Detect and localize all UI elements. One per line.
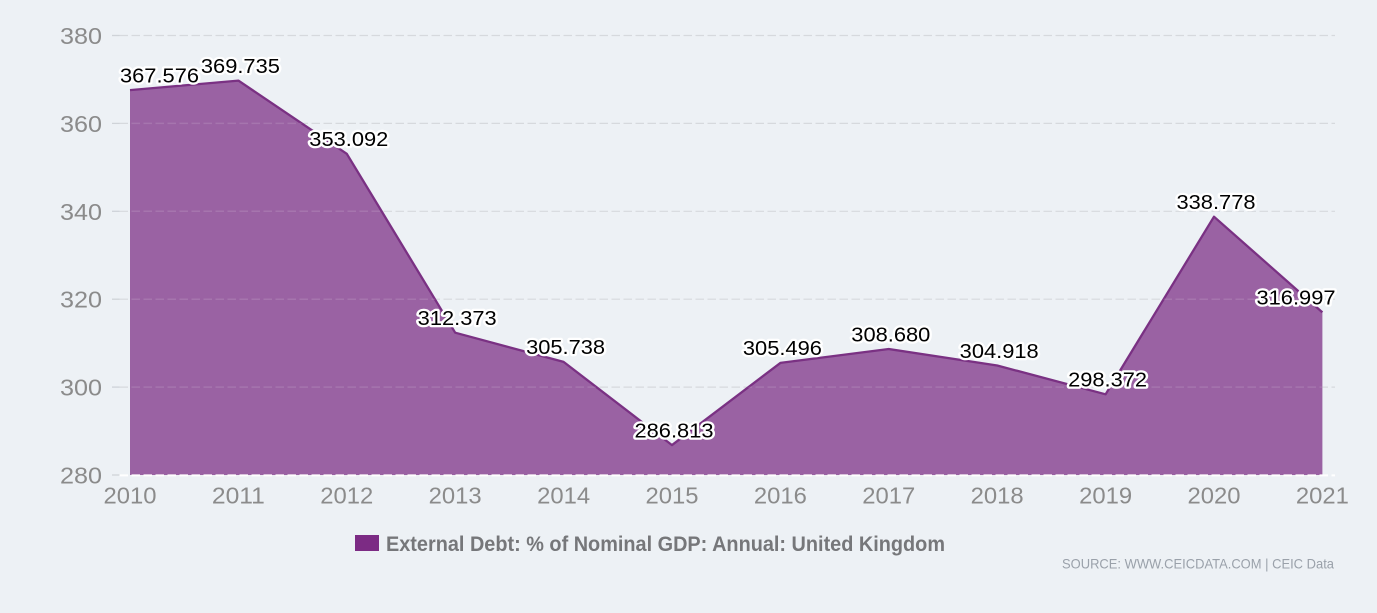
svg-text:340: 340 <box>60 199 102 225</box>
svg-text:2017: 2017 <box>862 483 915 509</box>
svg-text:2016: 2016 <box>754 483 807 509</box>
svg-text:305.738: 305.738 <box>526 337 605 359</box>
svg-text:316.997: 316.997 <box>1257 288 1336 310</box>
svg-text:320: 320 <box>60 287 102 313</box>
svg-text:286.813: 286.813 <box>635 420 714 442</box>
svg-text:367.576: 367.576 <box>120 65 199 87</box>
svg-text:312.373: 312.373 <box>418 308 497 330</box>
svg-text:353.092: 353.092 <box>309 129 388 151</box>
svg-text:305.496: 305.496 <box>743 338 822 360</box>
svg-text:308.680: 308.680 <box>851 324 930 346</box>
svg-text:2013: 2013 <box>429 483 482 509</box>
svg-text:2020: 2020 <box>1188 483 1241 509</box>
svg-text:300: 300 <box>60 375 102 401</box>
svg-text:2014: 2014 <box>537 483 590 509</box>
svg-text:280: 280 <box>60 463 102 489</box>
svg-text:369.735: 369.735 <box>201 56 280 78</box>
svg-text:360: 360 <box>60 111 102 137</box>
svg-text:2021: 2021 <box>1296 483 1349 509</box>
svg-text:2010: 2010 <box>104 483 157 509</box>
svg-text:2018: 2018 <box>971 483 1024 509</box>
svg-text:2011: 2011 <box>212 483 265 509</box>
svg-text:298.372: 298.372 <box>1068 370 1147 392</box>
svg-text:380: 380 <box>60 23 102 49</box>
svg-text:304.918: 304.918 <box>960 341 1039 363</box>
svg-text:338.778: 338.778 <box>1177 192 1256 214</box>
svg-text:2015: 2015 <box>646 483 699 509</box>
svg-text:2012: 2012 <box>320 483 373 509</box>
svg-text:External Debt: % of Nominal GD: External Debt: % of Nominal GDP: Annual:… <box>386 533 945 556</box>
svg-text:SOURCE: WWW.CEICDATA.COM | CEI: SOURCE: WWW.CEICDATA.COM | CEIC Data <box>1062 557 1334 572</box>
svg-text:2019: 2019 <box>1079 483 1132 509</box>
